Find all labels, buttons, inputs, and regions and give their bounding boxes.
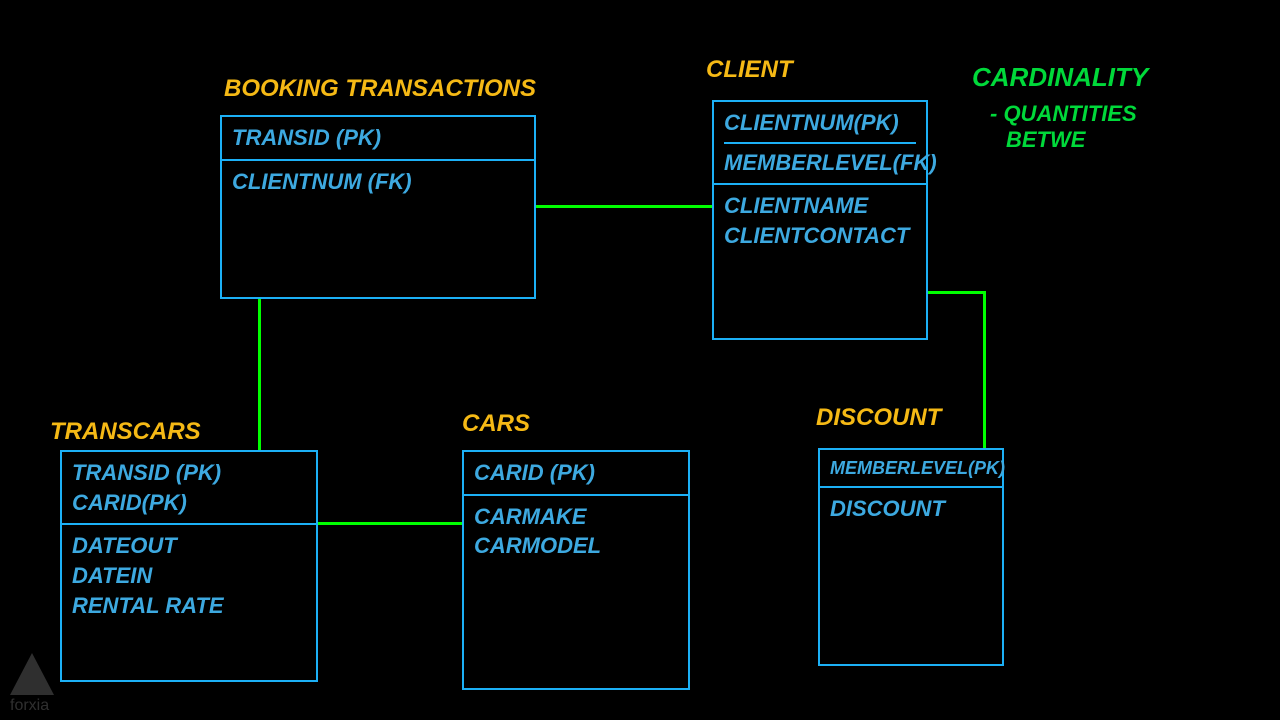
cars-title: CARS bbox=[462, 410, 530, 438]
entity-booking: TRANSID (PK) CLIENTNUM (FK) bbox=[220, 115, 536, 299]
entity-discount: MEMBERLEVEL(PK) DISCOUNT bbox=[818, 448, 1004, 666]
cars-attr-1: CARMODEL bbox=[474, 531, 678, 561]
note-cardinality: CARDINALITY - QUANTITIES BETWE bbox=[972, 62, 1148, 153]
cars-pk-0: CARID (PK) bbox=[474, 458, 678, 488]
watermark-logo: forxia bbox=[10, 653, 54, 715]
edge-client-discount-h1 bbox=[928, 291, 986, 294]
entity-cars: CARID (PK) CARMAKE CARMODEL bbox=[462, 450, 690, 690]
discount-pk-0: MEMBERLEVEL(PK) bbox=[830, 456, 992, 480]
cars-attr-0: CARMAKE bbox=[474, 502, 678, 532]
transcars-attr-0: DATEOUT bbox=[72, 531, 306, 561]
edge-booking-client bbox=[536, 205, 712, 208]
watermark-text: forxia bbox=[10, 697, 54, 715]
client-pk-1: MEMBERLEVEL(FK) bbox=[724, 148, 916, 178]
edge-transcars-cars bbox=[318, 522, 462, 525]
client-title: CLIENT bbox=[706, 56, 793, 84]
booking-attr-0: CLIENTNUM (FK) bbox=[232, 167, 524, 197]
note-line-0: - QUANTITIES bbox=[990, 101, 1148, 127]
transcars-attr-1: DATEIN bbox=[72, 561, 306, 591]
triangle-icon bbox=[10, 653, 54, 695]
edge-booking-transcars bbox=[258, 299, 261, 450]
entity-client: CLIENTNUM(PK) MEMBERLEVEL(FK) CLIENTNAME… bbox=[712, 100, 928, 340]
transcars-pk-0: TRANSID (PK) bbox=[72, 458, 306, 488]
note-heading: CARDINALITY bbox=[972, 62, 1148, 93]
transcars-attr-2: RENTAL RATE bbox=[72, 591, 306, 621]
discount-title: DISCOUNT bbox=[816, 404, 941, 432]
note-line-1: BETWE bbox=[1006, 127, 1148, 153]
booking-title: BOOKING TRANSACTIONS bbox=[224, 75, 536, 103]
entity-transcars: TRANSID (PK) CARID(PK) DATEOUT DATEIN RE… bbox=[60, 450, 318, 682]
booking-pk-0: TRANSID (PK) bbox=[232, 123, 524, 153]
client-attr-0: CLIENTNAME bbox=[724, 191, 916, 221]
transcars-pk-1: CARID(PK) bbox=[72, 488, 306, 518]
client-pk-0: CLIENTNUM(PK) bbox=[724, 108, 916, 144]
discount-attr-0: DISCOUNT bbox=[830, 494, 992, 524]
transcars-title: TRANSCARS bbox=[50, 418, 201, 446]
client-attr-1: CLIENTCONTACT bbox=[724, 221, 916, 251]
